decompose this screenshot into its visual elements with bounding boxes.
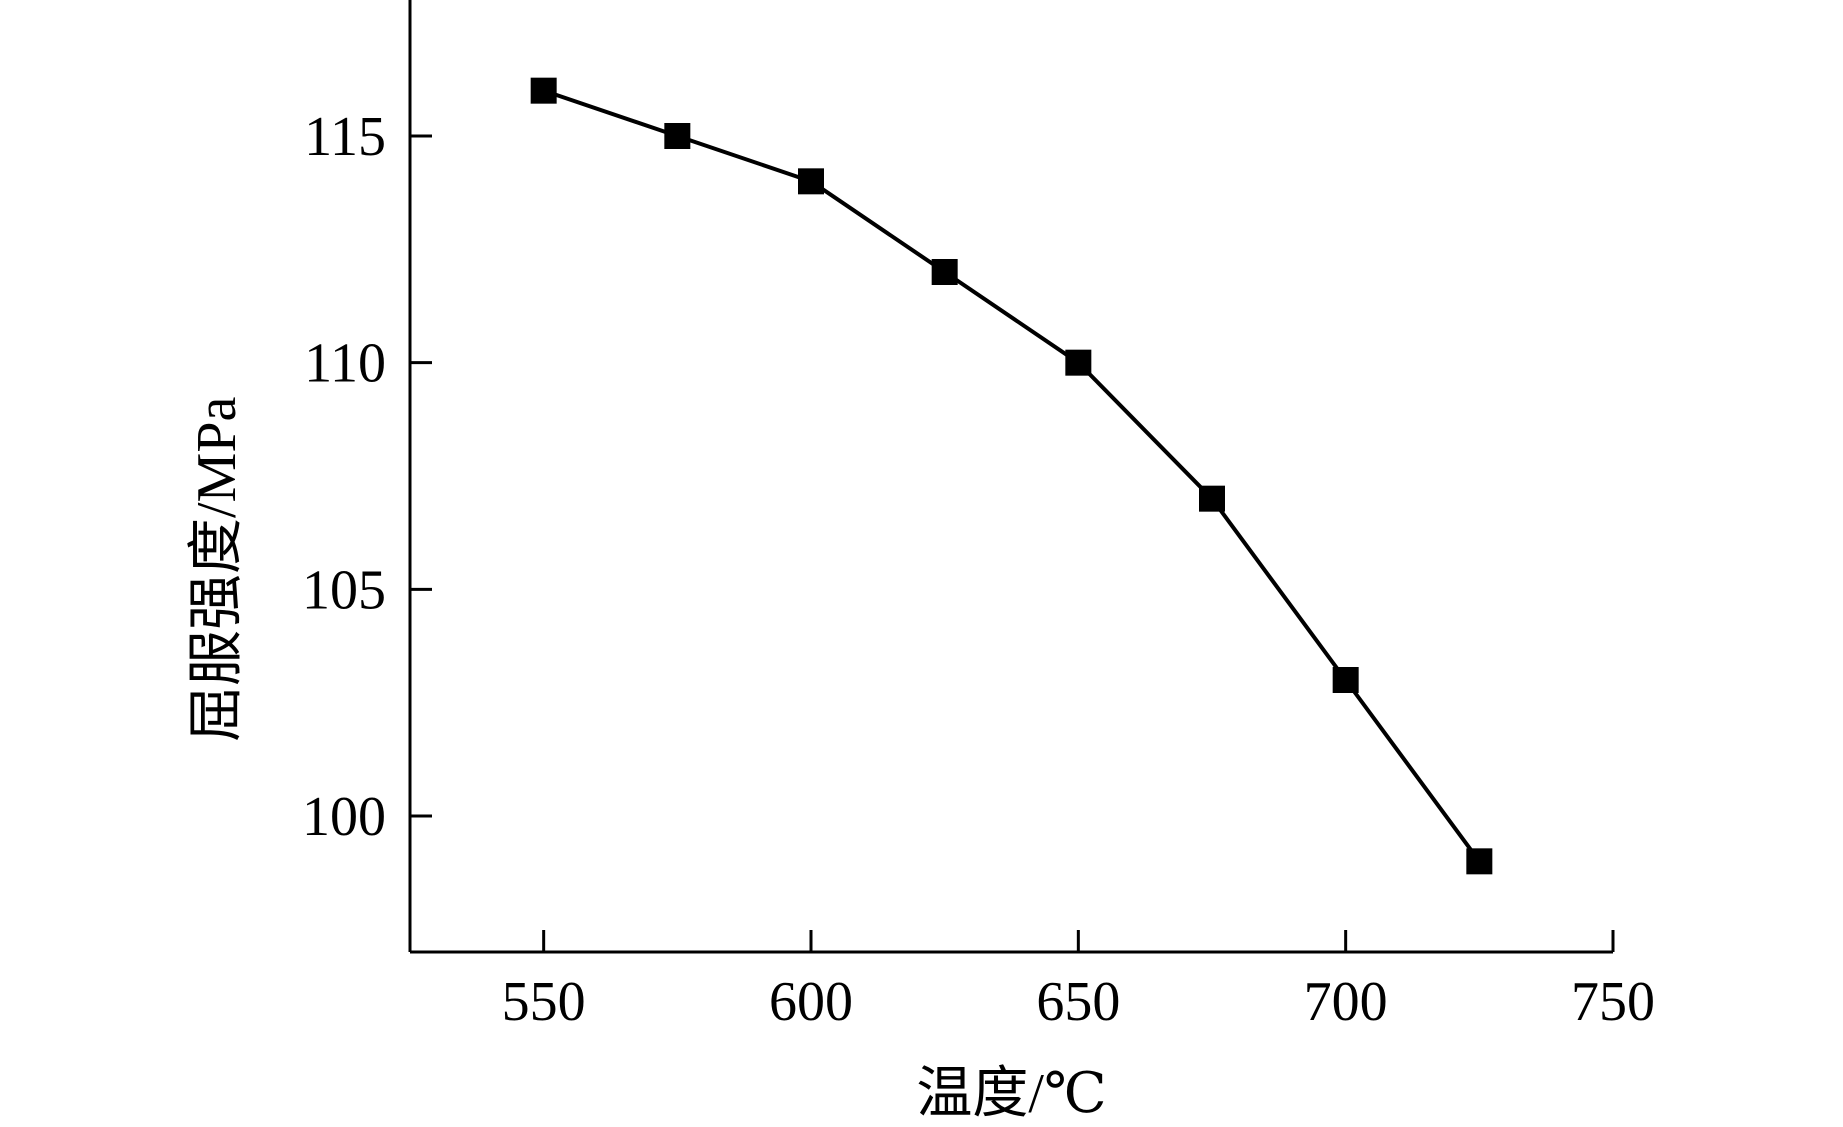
data-point — [798, 168, 824, 195]
data-point — [530, 77, 557, 104]
y-tick-label: 105 — [302, 559, 386, 621]
y-tick-label: 115 — [304, 106, 386, 168]
y-axis-title: 屈服强度/MPa — [186, 397, 248, 742]
x-tick-label: 650 — [1036, 971, 1120, 1033]
axes — [408, 0, 1613, 954]
data-point — [931, 259, 958, 285]
data-point — [1332, 667, 1359, 693]
x-axis-title: 温度/℃ — [916, 1063, 1106, 1122]
series — [530, 77, 1493, 875]
x-tick-label: 750 — [1571, 971, 1655, 1033]
ticks: 550 600 650 700 750 100 105 110 115 — [302, 106, 1655, 1033]
x-tick-label: 550 — [502, 971, 586, 1033]
series-line — [543, 88, 1481, 863]
data-point — [1199, 485, 1225, 512]
y-tick-label: 110 — [304, 333, 386, 395]
data-point — [664, 123, 691, 149]
data-point — [1466, 848, 1493, 875]
data-point — [1065, 349, 1092, 376]
x-tick-label: 700 — [1304, 971, 1388, 1033]
y-tick-label: 100 — [302, 786, 386, 848]
x-tick-label: 600 — [769, 971, 853, 1033]
